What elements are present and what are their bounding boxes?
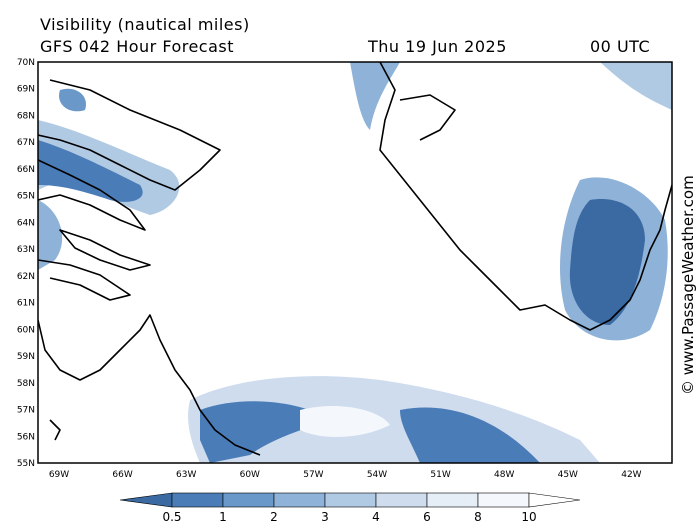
fog-area xyxy=(400,407,540,463)
lon-label: 42W xyxy=(621,470,641,480)
lat-label: 66N xyxy=(17,165,35,175)
lon-label: 48W xyxy=(494,470,514,480)
fog-fields xyxy=(38,62,672,463)
lat-label: 70N xyxy=(17,58,35,68)
lon-label: 45W xyxy=(558,470,578,480)
colorbar-label: 2 xyxy=(270,510,278,524)
fog-area xyxy=(200,401,330,463)
coastline xyxy=(49,419,61,441)
map-title: Visibility (nautical miles) xyxy=(40,15,250,34)
lat-label: 68N xyxy=(17,111,35,121)
colorbar-end xyxy=(119,492,173,508)
model-label: GFS 042 Hour Forecast xyxy=(40,37,234,56)
coastline xyxy=(38,159,146,231)
lat-label: 58N xyxy=(17,379,35,389)
lat-label: 55N xyxy=(17,459,35,469)
fog-area xyxy=(38,140,143,202)
colorbar-label: 8 xyxy=(474,510,482,524)
colorbar-segment xyxy=(375,492,428,508)
lon-label: 63W xyxy=(176,470,196,480)
fog-area xyxy=(350,62,400,130)
colorbar-segment xyxy=(171,492,224,508)
map-frame xyxy=(37,61,673,464)
lat-label: 69N xyxy=(17,85,35,95)
lat-label: 64N xyxy=(17,218,35,228)
colorbar-end xyxy=(528,492,581,508)
colorbar-segment xyxy=(324,492,377,508)
lat-label: 67N xyxy=(17,138,35,148)
lat-label: 60N xyxy=(17,325,35,335)
coastline xyxy=(38,314,261,456)
lon-label: 60W xyxy=(240,470,260,480)
fog-area xyxy=(38,200,63,270)
lat-label: 65N xyxy=(17,192,35,202)
fog-area xyxy=(59,88,86,112)
lat-label: 61N xyxy=(17,299,35,309)
colorbar-label: 3 xyxy=(321,510,329,524)
lat-label: 56N xyxy=(17,432,35,442)
fog-area xyxy=(569,199,645,325)
colorbar-segment xyxy=(477,492,530,508)
colorbar-label: 0.5 xyxy=(162,510,181,524)
colorbar-segment xyxy=(426,492,479,508)
credit: © www.PassageWeather.com xyxy=(679,175,697,395)
lon-label: 57W xyxy=(303,470,323,480)
colorbar-label: 10 xyxy=(521,510,536,524)
lat-label: 62N xyxy=(17,272,35,282)
lat-label: 57N xyxy=(17,406,35,416)
colorbar-label: 6 xyxy=(423,510,431,524)
lon-label: 66W xyxy=(112,470,132,480)
time-label: 00 UTC xyxy=(590,37,650,56)
fog-area xyxy=(600,62,672,110)
coastline xyxy=(379,62,672,331)
colorbar-label: 1 xyxy=(219,510,227,524)
lat-label: 59N xyxy=(17,352,35,362)
colorbar-segment xyxy=(222,492,275,508)
lon-label: 54W xyxy=(367,470,387,480)
map-area xyxy=(37,61,673,464)
date-label: Thu 19 Jun 2025 xyxy=(367,37,507,56)
lat-label: 63N xyxy=(17,245,35,255)
coastline xyxy=(38,259,131,301)
colorbar-label: 4 xyxy=(372,510,380,524)
coastlines xyxy=(38,62,672,456)
coastline xyxy=(38,79,221,191)
coastline xyxy=(59,229,151,271)
fog-area xyxy=(300,405,390,437)
lon-label: 69W xyxy=(49,470,69,480)
lon-label: 51W xyxy=(430,470,450,480)
coastline xyxy=(399,94,456,141)
colorbar-segment xyxy=(273,492,326,508)
